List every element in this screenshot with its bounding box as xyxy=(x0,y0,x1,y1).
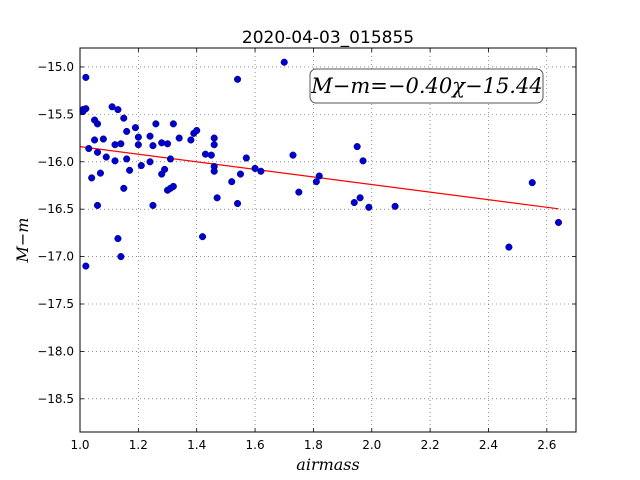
data-point xyxy=(117,253,125,261)
data-point xyxy=(251,164,259,172)
chart-title: 2020-04-03_015855 xyxy=(242,28,414,48)
data-point xyxy=(198,233,207,241)
data-point xyxy=(193,126,201,135)
y-tick-label: −18.0 xyxy=(37,344,74,358)
data-point xyxy=(175,134,183,142)
data-point xyxy=(289,151,297,159)
x-tick-label: 2.2 xyxy=(421,438,440,452)
x-tick-label: 2.0 xyxy=(362,438,381,452)
data-point xyxy=(353,143,361,151)
data-point xyxy=(85,144,93,153)
data-point xyxy=(114,235,122,243)
data-point xyxy=(554,218,563,227)
data-point xyxy=(234,75,242,83)
data-point xyxy=(96,169,104,177)
data-point xyxy=(359,157,367,165)
data-point xyxy=(528,179,536,187)
data-point xyxy=(169,182,177,190)
data-point xyxy=(280,58,288,66)
data-point xyxy=(166,155,174,163)
data-point xyxy=(210,134,218,142)
data-point xyxy=(350,198,358,207)
data-point xyxy=(356,194,364,202)
fit-annotation-box xyxy=(309,68,544,104)
data-point xyxy=(201,150,210,158)
data-point xyxy=(117,140,125,148)
data-point xyxy=(149,142,157,150)
x-tick-label: 1.4 xyxy=(187,438,206,452)
y-tick-label: −18.5 xyxy=(37,392,74,406)
y-tick-label: −17.5 xyxy=(37,297,74,311)
data-point xyxy=(149,201,157,209)
data-point xyxy=(295,188,303,196)
data-point xyxy=(257,167,265,175)
data-point xyxy=(114,106,122,114)
data-point xyxy=(210,167,218,175)
data-point xyxy=(120,184,128,192)
data-point xyxy=(163,140,172,148)
data-point xyxy=(152,120,160,128)
data-point xyxy=(82,105,90,113)
data-point xyxy=(126,166,134,174)
data-point xyxy=(123,155,131,163)
x-tick-label: 1.8 xyxy=(304,438,323,452)
data-point xyxy=(82,73,90,81)
x-axis-ticks: 1.0 1.2 1.4 1.6 1.8 2.0 2.2 2.4 2.6 xyxy=(70,48,556,452)
data-points xyxy=(79,58,563,270)
data-point xyxy=(111,157,119,165)
x-axis-label: airmass xyxy=(296,455,359,474)
x-tick-label: 1.0 xyxy=(70,438,89,452)
data-point xyxy=(207,151,215,159)
data-point xyxy=(93,148,102,156)
data-point xyxy=(123,127,131,135)
x-tick-label: 1.2 xyxy=(129,438,148,452)
y-tick-label: −17.0 xyxy=(37,250,74,264)
data-point xyxy=(137,162,145,170)
data-point xyxy=(315,172,323,180)
data-point xyxy=(158,139,166,147)
data-point xyxy=(99,135,107,143)
data-point xyxy=(234,199,242,208)
data-point xyxy=(102,153,110,161)
data-point xyxy=(505,243,513,251)
data-point xyxy=(312,178,320,186)
data-point xyxy=(213,194,221,202)
x-tick-label: 1.6 xyxy=(246,438,265,452)
data-point xyxy=(120,114,128,122)
data-point xyxy=(169,120,177,128)
data-point xyxy=(134,133,142,141)
grid xyxy=(79,48,576,432)
data-point xyxy=(236,170,245,178)
data-point xyxy=(91,136,99,144)
data-point xyxy=(391,202,399,210)
y-tick-label: −15.0 xyxy=(37,60,74,74)
fit-annotation: M−m=−0.40χ−15.44 xyxy=(310,74,542,98)
data-point xyxy=(93,201,102,209)
data-point xyxy=(365,203,373,211)
x-tick-label: 2.6 xyxy=(537,438,556,452)
data-point xyxy=(88,174,96,182)
data-point xyxy=(161,165,169,173)
x-tick-label: 2.4 xyxy=(479,438,498,452)
data-point xyxy=(131,124,139,132)
data-point xyxy=(93,120,102,128)
y-tick-label: −16.0 xyxy=(37,155,74,169)
y-axis-label: M−m xyxy=(13,218,32,264)
data-point xyxy=(210,141,218,149)
y-tick-label: −16.5 xyxy=(37,202,74,216)
data-point xyxy=(134,141,142,149)
data-point xyxy=(82,262,90,270)
data-point xyxy=(242,154,250,162)
data-point xyxy=(111,141,119,149)
data-point xyxy=(108,103,116,111)
data-point xyxy=(146,132,154,140)
y-tick-label: −15.5 xyxy=(37,107,74,121)
plot-frame xyxy=(79,47,577,433)
y-axis-ticks: −15.0 −15.5 −16.0 −16.5 −17.0 −17.5 −18.0 −18.5 xyxy=(37,60,576,406)
plot-area xyxy=(80,48,576,432)
data-point xyxy=(187,136,195,144)
data-point xyxy=(228,178,236,186)
data-point xyxy=(146,158,154,166)
